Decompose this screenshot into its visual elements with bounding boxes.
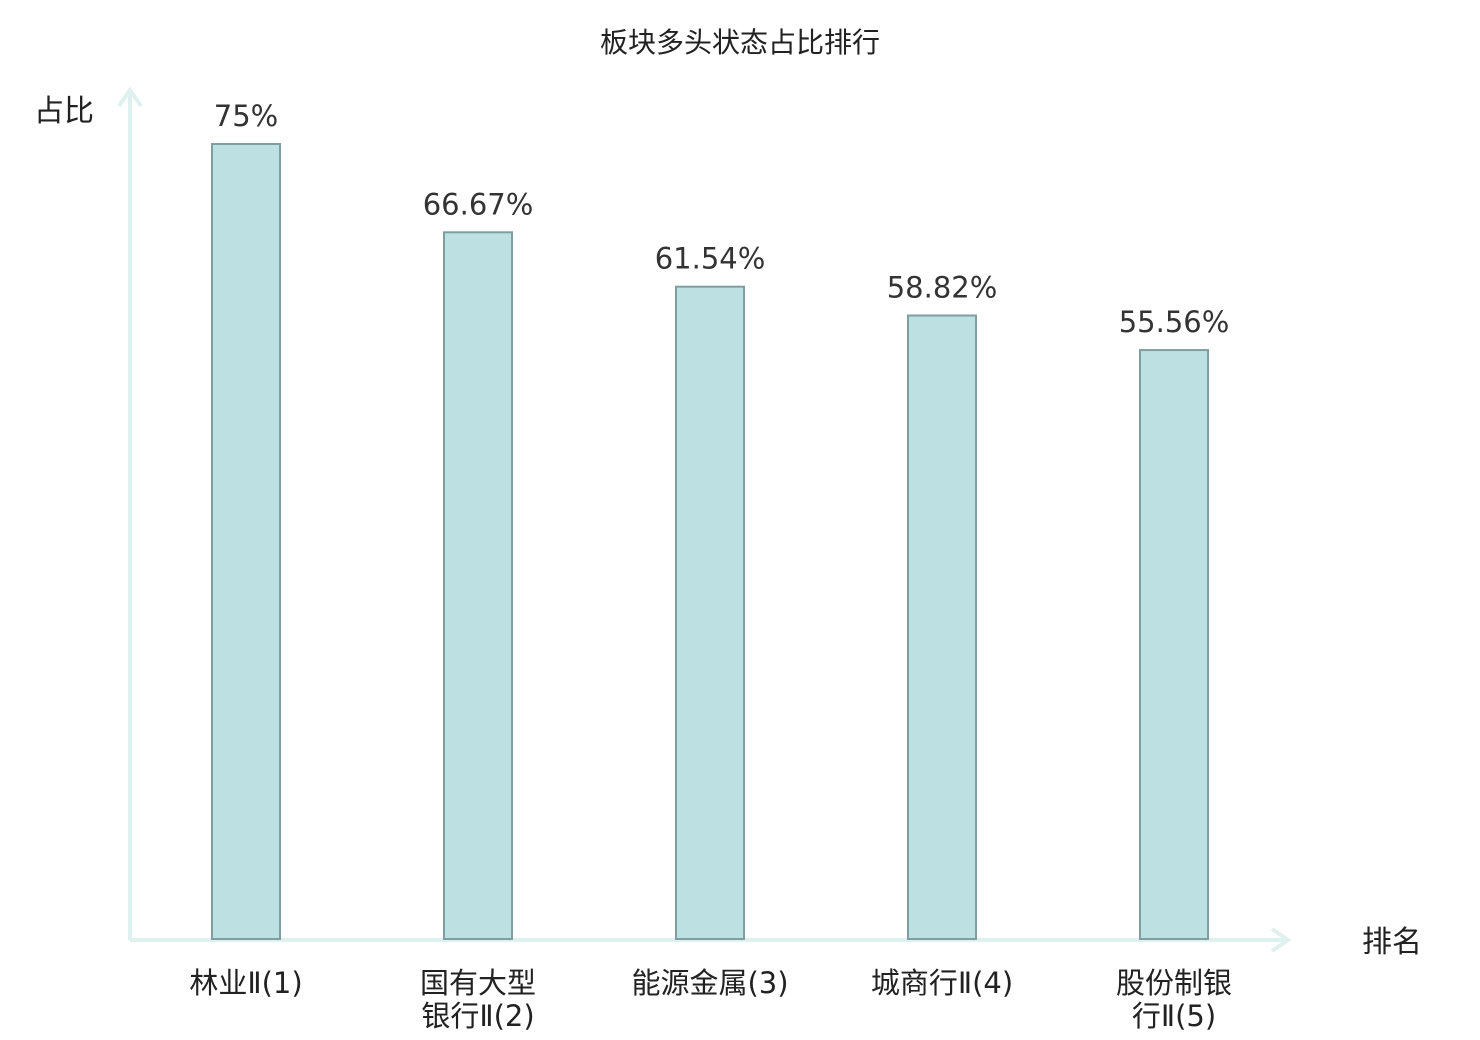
value-label-3: 61.54%	[655, 242, 766, 276]
chart-title: 板块多头状态占比排行	[600, 26, 880, 59]
category-label-4-line-1: 城商行Ⅱ(4)	[871, 966, 1013, 1000]
x-axis-arrow	[1270, 927, 1292, 953]
x-axis-label: 排名	[1362, 925, 1422, 960]
value-label-4: 58.82%	[887, 271, 998, 305]
category-label-2: 国有大型银行Ⅱ(2)	[420, 966, 536, 1033]
value-label-5: 55.56%	[1119, 305, 1230, 339]
category-label-4: 城商行Ⅱ(4)	[871, 966, 1013, 1000]
bar-1	[211, 143, 281, 940]
category-label-1: 林业Ⅱ(1)	[189, 966, 302, 1000]
bar-5	[1139, 349, 1209, 940]
y-axis-label: 占比	[34, 94, 94, 129]
category-label-3: 能源金属(3)	[631, 966, 788, 1000]
bar-2	[443, 231, 513, 941]
category-label-2-line-2: 银行Ⅱ(2)	[421, 999, 534, 1033]
bar-3	[675, 285, 745, 940]
category-labels-group: 林业Ⅱ(1) 国有大型银行Ⅱ(2) 能源金属(3) 城商行Ⅱ(4) 股份制银行Ⅱ(5)	[189, 966, 1232, 1033]
value-label-2: 66.67%	[423, 187, 534, 221]
category-label-3-line-1: 能源金属(3)	[631, 966, 788, 1000]
value-label-1: 75%	[214, 99, 278, 133]
value-labels-group: 75% 66.67% 61.54% 58.82% 55.56%	[214, 99, 1230, 339]
category-label-5: 股份制银行Ⅱ(5)	[1116, 966, 1232, 1033]
category-label-5-line-1: 股份制银	[1116, 966, 1232, 1000]
y-axis-arrow	[117, 86, 143, 108]
bar-4	[907, 314, 977, 940]
category-label-2-line-1: 国有大型	[420, 966, 536, 1000]
category-label-1-line-1: 林业Ⅱ(1)	[189, 966, 302, 1000]
bars-group	[211, 143, 1209, 941]
category-label-5-line-2: 行Ⅱ(5)	[1132, 999, 1216, 1033]
